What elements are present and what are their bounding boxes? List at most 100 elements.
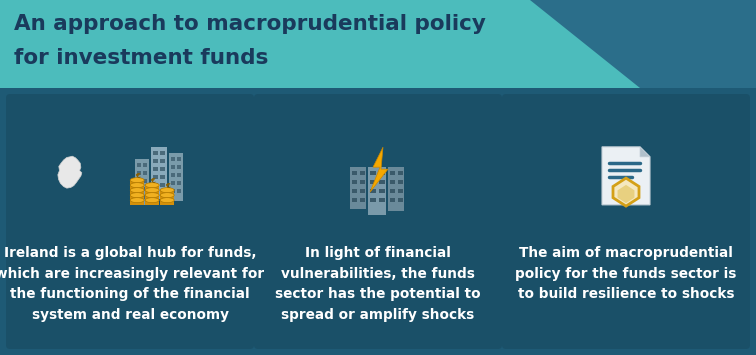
- Bar: [160, 151, 165, 155]
- FancyBboxPatch shape: [502, 94, 750, 349]
- Bar: [352, 171, 357, 175]
- Polygon shape: [602, 147, 650, 205]
- Text: Ireland is a global hub for funds,
which are increasingly relevant for
the funct: Ireland is a global hub for funds, which…: [0, 246, 265, 322]
- Bar: [177, 173, 181, 177]
- Ellipse shape: [160, 198, 174, 203]
- Bar: [390, 180, 395, 184]
- Polygon shape: [640, 147, 650, 157]
- Bar: [398, 171, 403, 175]
- Bar: [143, 195, 147, 199]
- Bar: [350, 167, 366, 209]
- Ellipse shape: [145, 188, 160, 193]
- Bar: [360, 189, 365, 193]
- Bar: [143, 187, 147, 191]
- Ellipse shape: [130, 178, 144, 183]
- Bar: [145, 190, 160, 195]
- Polygon shape: [58, 156, 82, 188]
- Bar: [171, 189, 175, 193]
- Bar: [145, 185, 160, 190]
- Bar: [153, 175, 158, 179]
- Bar: [130, 180, 144, 185]
- Bar: [370, 180, 376, 184]
- Polygon shape: [613, 178, 639, 206]
- Bar: [137, 187, 141, 191]
- Bar: [160, 159, 165, 163]
- Bar: [143, 179, 147, 183]
- Bar: [370, 189, 376, 193]
- Bar: [171, 181, 175, 185]
- Bar: [153, 151, 158, 155]
- Text: €: €: [165, 183, 169, 189]
- Bar: [177, 165, 181, 169]
- Bar: [388, 167, 404, 211]
- Text: The aim of macroprudential
policy for the funds sector is
to build resilience to: The aim of macroprudential policy for th…: [516, 246, 736, 301]
- Ellipse shape: [130, 188, 144, 193]
- Bar: [153, 159, 158, 163]
- Bar: [130, 185, 144, 190]
- Bar: [398, 189, 403, 193]
- Bar: [379, 198, 385, 202]
- Bar: [143, 163, 147, 167]
- Bar: [135, 159, 149, 205]
- FancyBboxPatch shape: [254, 94, 502, 349]
- Bar: [398, 198, 403, 202]
- Bar: [352, 189, 357, 193]
- Bar: [379, 171, 385, 175]
- Bar: [398, 180, 403, 184]
- Bar: [360, 180, 365, 184]
- Bar: [177, 157, 181, 161]
- Bar: [153, 183, 158, 187]
- Bar: [177, 181, 181, 185]
- Ellipse shape: [160, 193, 174, 198]
- Bar: [177, 189, 181, 193]
- Bar: [360, 171, 365, 175]
- Bar: [153, 167, 158, 171]
- Bar: [171, 157, 175, 161]
- Bar: [379, 180, 385, 184]
- Bar: [145, 195, 160, 200]
- Bar: [160, 183, 165, 187]
- Ellipse shape: [130, 198, 144, 203]
- Bar: [169, 153, 183, 201]
- Bar: [0, 0, 756, 88]
- Bar: [137, 179, 141, 183]
- Bar: [143, 171, 147, 175]
- Bar: [171, 165, 175, 169]
- Bar: [160, 175, 165, 179]
- Ellipse shape: [145, 198, 160, 203]
- Bar: [390, 171, 395, 175]
- Text: An approach to macroprudential policy: An approach to macroprudential policy: [14, 14, 486, 34]
- Polygon shape: [530, 0, 756, 88]
- Bar: [137, 171, 141, 175]
- Bar: [137, 195, 141, 199]
- Bar: [370, 198, 376, 202]
- Bar: [130, 200, 144, 205]
- Bar: [130, 195, 144, 200]
- Bar: [360, 198, 365, 202]
- Ellipse shape: [130, 183, 144, 188]
- Polygon shape: [618, 185, 634, 203]
- Text: In light of financial
vulnerabilities, the funds
sector has the potential to
spr: In light of financial vulnerabilities, t…: [275, 246, 481, 322]
- Bar: [379, 189, 385, 193]
- Bar: [368, 167, 386, 215]
- Bar: [160, 167, 165, 171]
- Bar: [171, 173, 175, 177]
- Text: €: €: [135, 173, 140, 179]
- Ellipse shape: [145, 183, 160, 188]
- Bar: [137, 163, 141, 167]
- Bar: [145, 200, 160, 205]
- Bar: [352, 180, 357, 184]
- Ellipse shape: [160, 188, 174, 193]
- Text: for investment funds: for investment funds: [14, 48, 268, 68]
- FancyBboxPatch shape: [6, 94, 254, 349]
- Bar: [352, 198, 357, 202]
- Bar: [390, 198, 395, 202]
- Bar: [130, 190, 144, 195]
- Bar: [160, 195, 174, 200]
- Ellipse shape: [130, 193, 144, 198]
- Bar: [150, 147, 167, 199]
- Bar: [160, 190, 174, 195]
- Text: €: €: [150, 178, 155, 184]
- Bar: [370, 171, 376, 175]
- Polygon shape: [370, 147, 388, 192]
